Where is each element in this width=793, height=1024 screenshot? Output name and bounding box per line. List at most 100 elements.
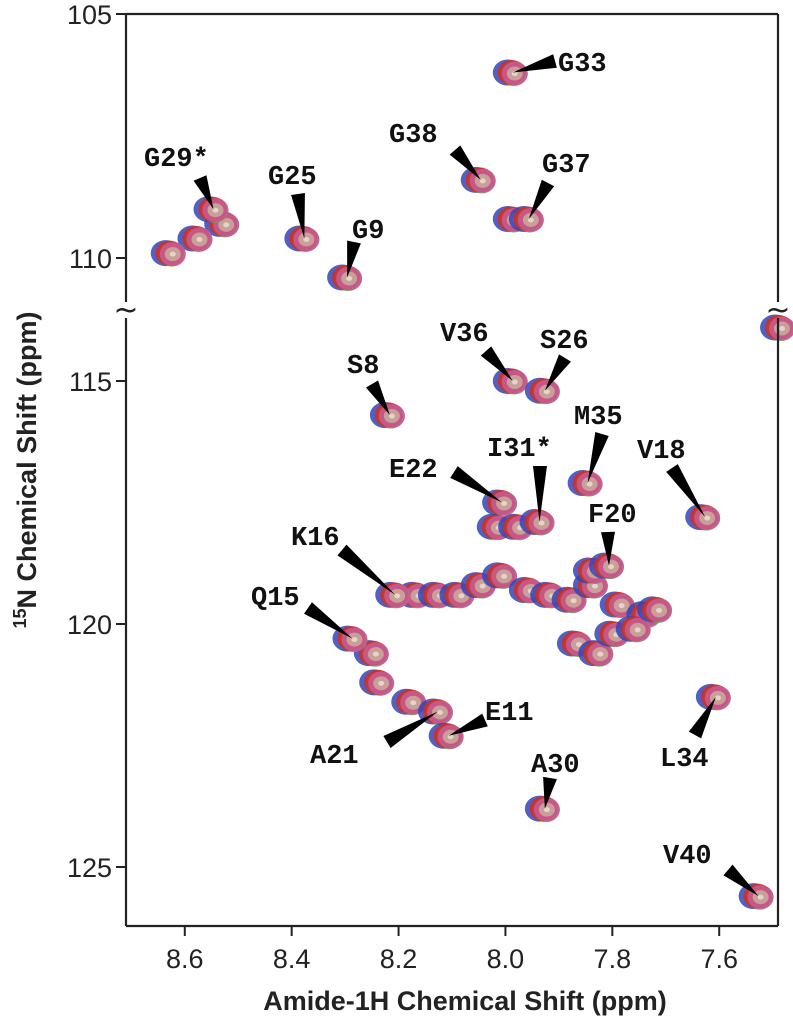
peak-label-l34: L34 — [660, 745, 709, 775]
peak-pointer-g25 — [291, 193, 305, 239]
peak-center — [607, 564, 614, 570]
peak-pointer-a30 — [543, 776, 557, 809]
peak-label-v36: V36 — [440, 320, 489, 350]
peak-center — [410, 700, 417, 706]
peak-labels-layer: G33 G38 G37 G29* G25 G9 V36 S26 S8 M35 I31* E22 V18 F… — [144, 50, 712, 872]
peak-label-v40: V40 — [663, 842, 712, 872]
peak-pointer-l34 — [688, 696, 716, 739]
peak-center — [223, 222, 230, 228]
peak-label-g38: G38 — [389, 121, 438, 151]
peak-center — [351, 637, 358, 643]
peak-center — [714, 695, 721, 701]
peak-pointer-s26 — [544, 354, 571, 391]
y-axis-title-superscript: 15 — [10, 608, 30, 628]
peak-label-a21: A21 — [310, 742, 359, 772]
peak-marker — [332, 625, 368, 653]
peak-pointer-e22 — [450, 466, 503, 503]
peak-label-g37: G37 — [542, 151, 591, 181]
peak-label-i31-star: I31* — [487, 435, 552, 465]
peak-pointer-g9 — [347, 240, 361, 278]
peak-center — [388, 413, 395, 419]
peak-marker — [150, 240, 186, 267]
peak-marker — [492, 59, 528, 87]
peak-marker — [519, 508, 555, 536]
peak-marker — [284, 225, 320, 252]
peak-center — [196, 236, 203, 242]
peak-center — [656, 607, 663, 613]
peak-marker — [637, 596, 673, 623]
peak-pointer-v36 — [480, 346, 513, 381]
axis-break-right: ~ — [765, 293, 790, 328]
peak-pointer-q15 — [304, 602, 353, 639]
peak-center — [591, 583, 598, 589]
peak-marker — [428, 722, 464, 750]
peak-marker — [492, 368, 528, 395]
peak-pointer-k16 — [337, 544, 396, 595]
y-axis-title: 15N Chemical Shift (ppm) — [10, 311, 42, 628]
peak-center — [538, 520, 545, 526]
peak-center — [543, 389, 550, 395]
peak-marker — [193, 196, 229, 223]
peak-marker — [615, 615, 651, 643]
peak-center — [394, 593, 401, 599]
peak-marker — [359, 669, 395, 696]
peak-marker — [460, 166, 496, 194]
peak-marker — [417, 698, 453, 725]
peak-center — [618, 603, 625, 609]
peak-label-q15: Q15 — [251, 584, 300, 614]
peak-center — [597, 651, 604, 657]
peak-marker — [369, 402, 405, 429]
peak-center — [169, 251, 176, 257]
peak-marker — [327, 264, 363, 292]
peak-center — [543, 807, 550, 813]
peak-pointer-g33 — [512, 54, 557, 73]
peak-center — [527, 217, 534, 223]
peak-pointer-i31-star — [533, 465, 547, 522]
x-tick-label: 7.6 — [700, 944, 738, 974]
axis-ticks-layer: 8.6 8.4 8.2 8.0 7.8 7.6 105 110 115 120 125 — [67, 0, 738, 974]
peak-center — [212, 207, 219, 213]
peak-label-g33: G33 — [558, 50, 607, 80]
peak-marker — [685, 504, 721, 531]
peak-label-f20: F20 — [588, 501, 637, 531]
peak-marker — [482, 562, 518, 589]
peak-pointer-s8 — [365, 380, 390, 416]
peak-marker — [578, 640, 614, 667]
y-tick-label: 125 — [67, 853, 112, 883]
peak-center — [501, 501, 508, 506]
peak-pointer-g29-star — [193, 175, 214, 210]
y-tick-label: 115 — [69, 367, 112, 397]
peak-center — [372, 651, 379, 657]
peak-label-e11: E11 — [485, 699, 534, 729]
peak-label-k16: K16 — [291, 524, 340, 554]
peak-pointer-m35 — [587, 432, 609, 484]
plot-frame: ~ ~ — [113, 12, 791, 928]
peak-marker — [177, 225, 213, 252]
peak-center — [479, 583, 486, 589]
peak-pointer-e11 — [448, 713, 488, 736]
y-axis-title-text: N Chemical Shift (ppm) — [12, 311, 42, 608]
peak-label-m35: M35 — [574, 403, 623, 433]
peak-marker — [353, 640, 389, 667]
peak-marker — [524, 795, 560, 823]
peak-label-e22: E22 — [389, 456, 438, 486]
peak-center — [436, 709, 443, 715]
peak-marker — [588, 552, 624, 580]
peak-pointer-v18 — [666, 464, 706, 518]
x-tick-label: 8.6 — [166, 944, 204, 974]
x-tick-label: 8.0 — [487, 944, 525, 974]
peak-center — [511, 379, 518, 385]
axis-break-left: ~ — [113, 293, 138, 328]
peak-center — [378, 680, 385, 686]
peak-pointer-g38 — [449, 145, 481, 180]
x-tick-label: 7.8 — [594, 944, 632, 974]
peak-center — [757, 894, 764, 900]
peak-center — [346, 276, 353, 282]
y-tick-label: 105 — [67, 0, 112, 30]
peak-marker — [508, 205, 544, 233]
peak-pointer-a21 — [383, 711, 438, 749]
peak-label-v18: V18 — [637, 437, 686, 467]
peak-pointer-g37 — [528, 179, 555, 219]
peak-marker — [760, 314, 793, 342]
